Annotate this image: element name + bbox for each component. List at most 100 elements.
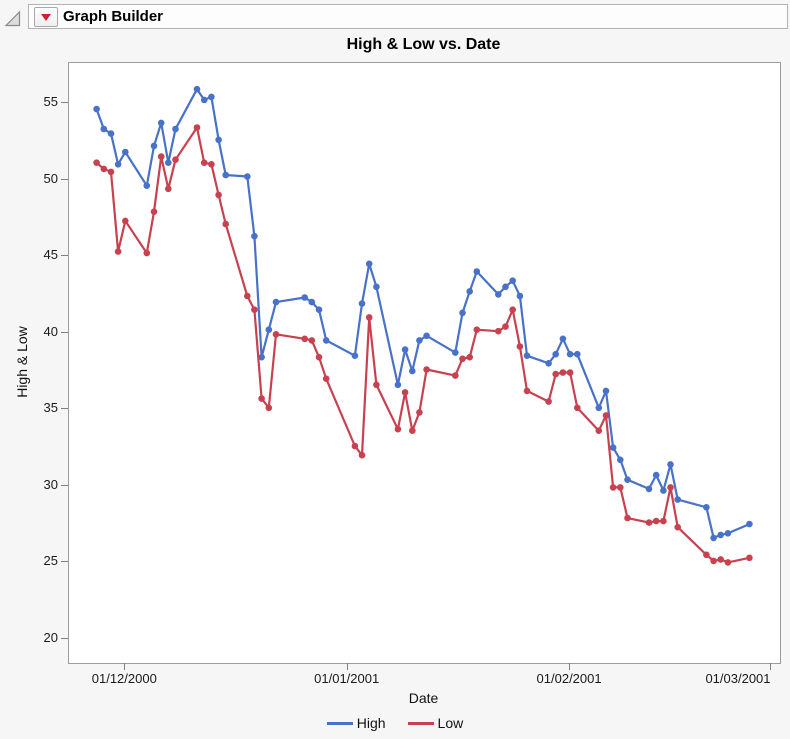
data-point-low[interactable] <box>466 353 474 361</box>
data-point-low[interactable] <box>502 323 509 330</box>
data-point-low[interactable] <box>308 337 316 344</box>
x-tick-label[interactable]: 01/02/2001 <box>536 671 602 686</box>
data-point-high[interactable] <box>452 349 459 356</box>
data-point-high[interactable] <box>93 105 100 113</box>
data-point-low[interactable] <box>222 220 229 228</box>
data-point-low[interactable] <box>258 395 265 402</box>
data-point-low[interactable] <box>566 369 574 376</box>
plot-area[interactable] <box>68 62 781 664</box>
data-point-low[interactable] <box>545 398 552 405</box>
data-point-high[interactable] <box>200 96 208 104</box>
data-point-low[interactable] <box>602 412 610 419</box>
data-point-high[interactable] <box>208 93 215 101</box>
data-point-low[interactable] <box>365 314 373 321</box>
y-tick-label[interactable]: 55 <box>43 94 58 109</box>
data-point-low[interactable] <box>272 331 280 338</box>
data-point-high[interactable] <box>107 130 115 137</box>
data-point-low[interactable] <box>574 404 581 412</box>
data-point-high[interactable] <box>617 456 624 464</box>
data-point-high[interactable] <box>394 381 402 389</box>
data-point-high[interactable] <box>122 148 129 156</box>
data-point-high[interactable] <box>466 288 474 295</box>
data-point-high[interactable] <box>114 161 122 168</box>
data-point-high[interactable] <box>552 350 559 358</box>
data-point-high[interactable] <box>724 530 732 537</box>
data-point-low[interactable] <box>617 484 624 491</box>
data-point-low[interactable] <box>516 343 524 350</box>
data-point-low[interactable] <box>652 517 660 525</box>
data-point-high[interactable] <box>100 125 108 133</box>
red-triangle-menu-button[interactable] <box>34 7 58 27</box>
data-point-low[interactable] <box>215 191 222 199</box>
data-point-high[interactable] <box>193 85 201 93</box>
data-point-low[interactable] <box>351 442 359 450</box>
data-point-low[interactable] <box>93 159 100 166</box>
data-point-low[interactable] <box>459 355 466 363</box>
data-point-low[interactable] <box>624 514 631 522</box>
data-point-high[interactable] <box>566 350 574 358</box>
data-point-low[interactable] <box>172 156 179 163</box>
data-point-low[interactable] <box>409 427 416 435</box>
data-point-high[interactable] <box>703 504 710 511</box>
data-point-high[interactable] <box>373 283 380 291</box>
data-point-high[interactable] <box>574 350 581 358</box>
data-point-high[interactable] <box>710 534 717 542</box>
data-point-high[interactable] <box>157 119 165 127</box>
data-point-high[interactable] <box>660 487 667 494</box>
y-tick-label[interactable]: 50 <box>43 170 58 186</box>
data-point-high[interactable] <box>423 332 430 340</box>
data-point-low[interactable] <box>523 387 531 395</box>
data-point-low[interactable] <box>452 372 459 379</box>
data-point-high[interactable] <box>172 125 179 133</box>
data-point-high[interactable] <box>308 298 316 306</box>
data-point-high[interactable] <box>717 531 724 539</box>
x-tick-label[interactable]: 01/01/2001 <box>314 671 380 686</box>
data-point-high[interactable] <box>624 476 631 484</box>
y-tick-label[interactable]: 25 <box>43 553 58 569</box>
data-point-low[interactable] <box>265 404 273 412</box>
data-point-low[interactable] <box>645 519 653 526</box>
data-point-high[interactable] <box>523 352 531 360</box>
data-point-high[interactable] <box>401 346 409 353</box>
data-point-low[interactable] <box>373 381 380 389</box>
data-point-low[interactable] <box>165 185 172 193</box>
data-point-high[interactable] <box>602 387 610 395</box>
data-point-low[interactable] <box>358 451 366 459</box>
data-point-low[interactable] <box>509 306 516 313</box>
data-point-low[interactable] <box>244 292 251 300</box>
data-point-high[interactable] <box>473 268 481 275</box>
data-point-high[interactable] <box>143 182 151 189</box>
data-point-high[interactable] <box>495 291 502 298</box>
y-tick-label[interactable]: 35 <box>43 400 58 416</box>
data-point-low[interactable] <box>473 326 481 334</box>
data-point-high[interactable] <box>150 142 158 150</box>
data-point-low[interactable] <box>315 353 323 361</box>
data-point-low[interactable] <box>724 559 732 566</box>
data-point-low[interactable] <box>423 366 430 373</box>
data-point-high[interactable] <box>674 496 681 503</box>
data-point-high[interactable] <box>251 232 258 240</box>
data-point-high[interactable] <box>609 444 617 451</box>
x-tick-label[interactable]: 01/03/2001 <box>705 671 771 686</box>
data-point-high[interactable] <box>365 260 373 268</box>
data-point-low[interactable] <box>122 217 129 225</box>
data-point-high[interactable] <box>416 337 423 344</box>
data-point-low[interactable] <box>100 165 108 173</box>
data-point-low[interactable] <box>552 370 559 378</box>
data-point-low[interactable] <box>143 249 151 257</box>
data-point-low[interactable] <box>322 375 330 383</box>
data-point-high[interactable] <box>509 277 516 284</box>
data-point-low[interactable] <box>157 153 165 160</box>
data-point-low[interactable] <box>251 306 258 313</box>
legend-item-high[interactable]: High <box>326 715 386 731</box>
data-point-high[interactable] <box>165 159 172 166</box>
data-point-high[interactable] <box>459 309 466 317</box>
data-point-high[interactable] <box>502 283 509 291</box>
data-point-high[interactable] <box>215 136 222 144</box>
series-high[interactable] <box>93 85 753 542</box>
data-point-low[interactable] <box>394 425 402 433</box>
data-point-low[interactable] <box>193 124 201 131</box>
data-point-low[interactable] <box>301 335 308 343</box>
data-point-low[interactable] <box>710 557 717 565</box>
data-point-low[interactable] <box>200 159 208 166</box>
